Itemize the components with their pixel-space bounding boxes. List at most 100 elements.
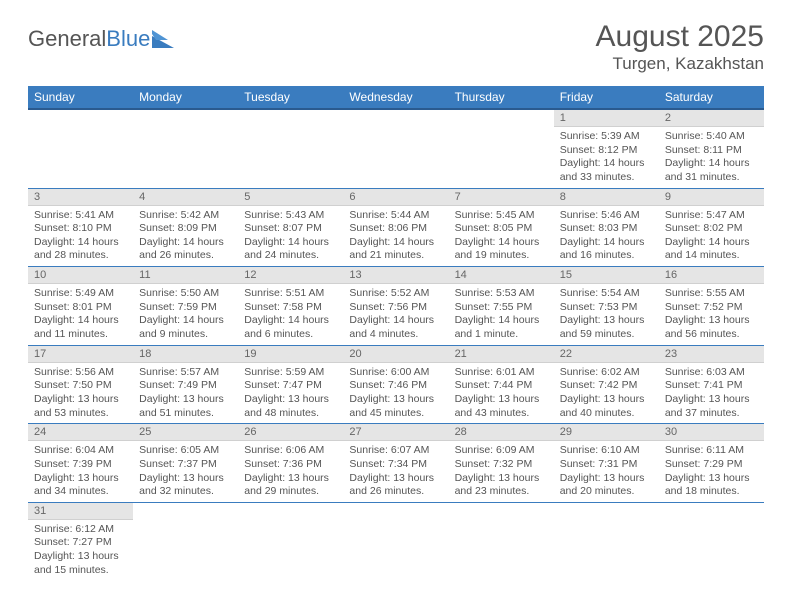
calendar-cell: 12Sunrise: 5:51 AMSunset: 7:58 PMDayligh… — [238, 267, 343, 346]
day-number: 29 — [554, 424, 659, 441]
calendar-row: 24Sunrise: 6:04 AMSunset: 7:39 PMDayligh… — [28, 424, 764, 503]
day-details: Sunrise: 6:12 AMSunset: 7:27 PMDaylight:… — [28, 520, 133, 581]
day-number: 9 — [659, 189, 764, 206]
calendar-row: 17Sunrise: 5:56 AMSunset: 7:50 PMDayligh… — [28, 345, 764, 424]
calendar-cell — [449, 502, 554, 580]
day-number: 21 — [449, 346, 554, 363]
day-details: Sunrise: 5:53 AMSunset: 7:55 PMDaylight:… — [449, 284, 554, 345]
calendar-cell — [238, 502, 343, 580]
calendar-cell: 31Sunrise: 6:12 AMSunset: 7:27 PMDayligh… — [28, 502, 133, 580]
day-details: Sunrise: 5:56 AMSunset: 7:50 PMDaylight:… — [28, 363, 133, 424]
weekday-header: Wednesday — [343, 86, 448, 109]
day-number: 8 — [554, 189, 659, 206]
calendar-cell: 25Sunrise: 6:05 AMSunset: 7:37 PMDayligh… — [133, 424, 238, 503]
calendar-cell: 17Sunrise: 5:56 AMSunset: 7:50 PMDayligh… — [28, 345, 133, 424]
day-details: Sunrise: 6:09 AMSunset: 7:32 PMDaylight:… — [449, 441, 554, 502]
day-details: Sunrise: 5:50 AMSunset: 7:59 PMDaylight:… — [133, 284, 238, 345]
calendar-cell: 23Sunrise: 6:03 AMSunset: 7:41 PMDayligh… — [659, 345, 764, 424]
day-details: Sunrise: 6:05 AMSunset: 7:37 PMDaylight:… — [133, 441, 238, 502]
calendar-cell: 7Sunrise: 5:45 AMSunset: 8:05 PMDaylight… — [449, 188, 554, 267]
day-number: 27 — [343, 424, 448, 441]
location: Turgen, Kazakhstan — [596, 54, 764, 74]
calendar-cell: 6Sunrise: 5:44 AMSunset: 8:06 PMDaylight… — [343, 188, 448, 267]
day-details: Sunrise: 5:45 AMSunset: 8:05 PMDaylight:… — [449, 206, 554, 267]
day-details: Sunrise: 6:10 AMSunset: 7:31 PMDaylight:… — [554, 441, 659, 502]
calendar-cell — [28, 109, 133, 188]
day-details: Sunrise: 5:42 AMSunset: 8:09 PMDaylight:… — [133, 206, 238, 267]
logo-text-blue: Blue — [106, 26, 150, 52]
day-number: 2 — [659, 110, 764, 127]
calendar-cell — [554, 502, 659, 580]
day-number: 5 — [238, 189, 343, 206]
day-number: 1 — [554, 110, 659, 127]
calendar-cell: 2Sunrise: 5:40 AMSunset: 8:11 PMDaylight… — [659, 109, 764, 188]
calendar-row: 1Sunrise: 5:39 AMSunset: 8:12 PMDaylight… — [28, 109, 764, 188]
day-details: Sunrise: 6:11 AMSunset: 7:29 PMDaylight:… — [659, 441, 764, 502]
calendar-cell: 16Sunrise: 5:55 AMSunset: 7:52 PMDayligh… — [659, 267, 764, 346]
calendar-cell: 21Sunrise: 6:01 AMSunset: 7:44 PMDayligh… — [449, 345, 554, 424]
day-details: Sunrise: 6:04 AMSunset: 7:39 PMDaylight:… — [28, 441, 133, 502]
day-details: Sunrise: 6:06 AMSunset: 7:36 PMDaylight:… — [238, 441, 343, 502]
day-number: 3 — [28, 189, 133, 206]
day-number: 6 — [343, 189, 448, 206]
day-details: Sunrise: 5:47 AMSunset: 8:02 PMDaylight:… — [659, 206, 764, 267]
day-details: Sunrise: 6:03 AMSunset: 7:41 PMDaylight:… — [659, 363, 764, 424]
calendar-cell: 14Sunrise: 5:53 AMSunset: 7:55 PMDayligh… — [449, 267, 554, 346]
calendar-cell: 11Sunrise: 5:50 AMSunset: 7:59 PMDayligh… — [133, 267, 238, 346]
logo: GeneralBlue — [28, 26, 178, 52]
calendar-cell: 15Sunrise: 5:54 AMSunset: 7:53 PMDayligh… — [554, 267, 659, 346]
day-details: Sunrise: 6:07 AMSunset: 7:34 PMDaylight:… — [343, 441, 448, 502]
day-number: 30 — [659, 424, 764, 441]
day-number: 18 — [133, 346, 238, 363]
calendar-cell: 22Sunrise: 6:02 AMSunset: 7:42 PMDayligh… — [554, 345, 659, 424]
weekday-header: Sunday — [28, 86, 133, 109]
weekday-header: Thursday — [449, 86, 554, 109]
day-details: Sunrise: 5:52 AMSunset: 7:56 PMDaylight:… — [343, 284, 448, 345]
day-details: Sunrise: 6:00 AMSunset: 7:46 PMDaylight:… — [343, 363, 448, 424]
day-number: 15 — [554, 267, 659, 284]
day-number: 25 — [133, 424, 238, 441]
weekday-header: Monday — [133, 86, 238, 109]
day-number: 10 — [28, 267, 133, 284]
day-number: 22 — [554, 346, 659, 363]
day-number: 14 — [449, 267, 554, 284]
day-details: Sunrise: 6:01 AMSunset: 7:44 PMDaylight:… — [449, 363, 554, 424]
weekday-header: Friday — [554, 86, 659, 109]
calendar-cell: 9Sunrise: 5:47 AMSunset: 8:02 PMDaylight… — [659, 188, 764, 267]
calendar-cell: 3Sunrise: 5:41 AMSunset: 8:10 PMDaylight… — [28, 188, 133, 267]
calendar-cell: 13Sunrise: 5:52 AMSunset: 7:56 PMDayligh… — [343, 267, 448, 346]
day-number: 26 — [238, 424, 343, 441]
calendar-cell: 1Sunrise: 5:39 AMSunset: 8:12 PMDaylight… — [554, 109, 659, 188]
calendar-cell: 30Sunrise: 6:11 AMSunset: 7:29 PMDayligh… — [659, 424, 764, 503]
day-number: 28 — [449, 424, 554, 441]
calendar-cell: 29Sunrise: 6:10 AMSunset: 7:31 PMDayligh… — [554, 424, 659, 503]
calendar-cell: 26Sunrise: 6:06 AMSunset: 7:36 PMDayligh… — [238, 424, 343, 503]
calendar-cell: 10Sunrise: 5:49 AMSunset: 8:01 PMDayligh… — [28, 267, 133, 346]
day-number: 31 — [28, 503, 133, 520]
day-details: Sunrise: 5:41 AMSunset: 8:10 PMDaylight:… — [28, 206, 133, 267]
calendar-cell — [449, 109, 554, 188]
day-number: 7 — [449, 189, 554, 206]
day-number: 23 — [659, 346, 764, 363]
day-details: Sunrise: 5:43 AMSunset: 8:07 PMDaylight:… — [238, 206, 343, 267]
calendar-cell — [343, 502, 448, 580]
day-number: 12 — [238, 267, 343, 284]
weekday-header-row: SundayMondayTuesdayWednesdayThursdayFrid… — [28, 86, 764, 109]
calendar-cell: 28Sunrise: 6:09 AMSunset: 7:32 PMDayligh… — [449, 424, 554, 503]
logo-flag-icon — [152, 30, 178, 48]
day-number: 20 — [343, 346, 448, 363]
day-details: Sunrise: 5:57 AMSunset: 7:49 PMDaylight:… — [133, 363, 238, 424]
day-details: Sunrise: 5:44 AMSunset: 8:06 PMDaylight:… — [343, 206, 448, 267]
day-number: 11 — [133, 267, 238, 284]
header: GeneralBlue August 2025 Turgen, Kazakhst… — [28, 20, 764, 74]
calendar-body: 1Sunrise: 5:39 AMSunset: 8:12 PMDaylight… — [28, 109, 764, 580]
calendar-cell: 4Sunrise: 5:42 AMSunset: 8:09 PMDaylight… — [133, 188, 238, 267]
day-details: Sunrise: 5:55 AMSunset: 7:52 PMDaylight:… — [659, 284, 764, 345]
month-title: August 2025 — [596, 20, 764, 54]
day-details: Sunrise: 5:49 AMSunset: 8:01 PMDaylight:… — [28, 284, 133, 345]
day-details: Sunrise: 5:54 AMSunset: 7:53 PMDaylight:… — [554, 284, 659, 345]
calendar-cell: 19Sunrise: 5:59 AMSunset: 7:47 PMDayligh… — [238, 345, 343, 424]
calendar-row: 10Sunrise: 5:49 AMSunset: 8:01 PMDayligh… — [28, 267, 764, 346]
day-number: 13 — [343, 267, 448, 284]
calendar-table: SundayMondayTuesdayWednesdayThursdayFrid… — [28, 86, 764, 580]
